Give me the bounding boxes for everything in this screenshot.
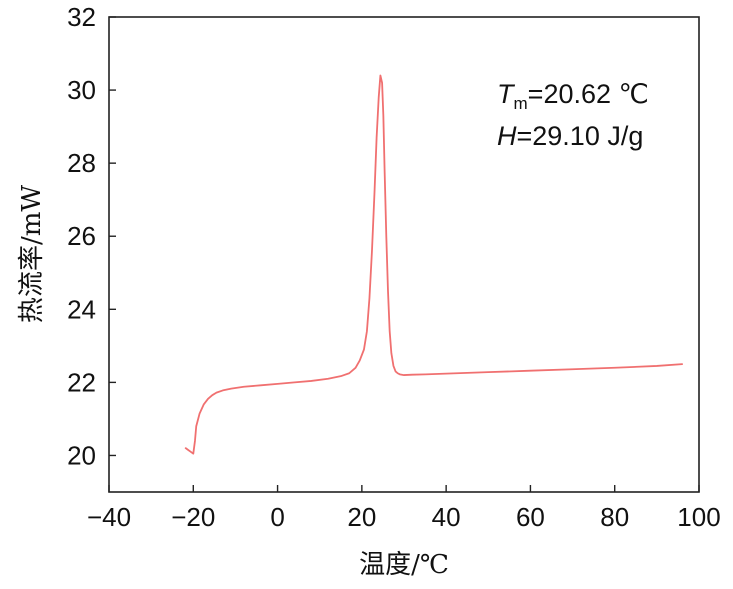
x-tick-label: −20 [171, 502, 215, 532]
y-tick-label: 30 [67, 75, 96, 105]
tm-value: =20.62 ℃ [528, 79, 649, 109]
heat-flow-curve [184, 74, 684, 455]
x-tick-label: 40 [432, 502, 461, 532]
h-annotation: H=29.10 J/g [497, 121, 643, 151]
x-tick-label: −40 [87, 502, 131, 532]
plot-frame [108, 16, 700, 493]
plot-border [108, 16, 700, 493]
y-tick-label: 32 [67, 2, 96, 32]
tm-subscript: m [514, 94, 528, 113]
annotations: Tm=20.62 ℃ H=29.10 J/g [497, 79, 649, 151]
x-axis: −40 −20 0 20 40 60 80 100 [87, 485, 721, 532]
x-tick-label: 20 [347, 502, 376, 532]
x-tick-label: 100 [677, 502, 720, 532]
series-layer [184, 74, 684, 455]
y-axis-title: 热流率/mW [17, 185, 47, 323]
y-tick-label: 22 [67, 367, 96, 397]
h-value: =29.10 J/g [517, 121, 644, 151]
x-tick-label: 0 [270, 502, 284, 532]
x-tick-label: 80 [600, 502, 629, 532]
y-tick-label: 26 [67, 221, 96, 251]
tm-symbol: T [497, 79, 516, 109]
h-symbol: H [497, 121, 517, 151]
y-axis: 20 22 24 26 28 30 32 [67, 2, 116, 470]
x-tick-label: 60 [516, 502, 545, 532]
y-tick-label: 24 [67, 294, 96, 324]
x-axis-title: 温度/℃ [359, 550, 449, 580]
tm-annotation: Tm=20.62 ℃ [497, 79, 649, 113]
y-tick-label: 28 [67, 148, 96, 178]
y-tick-label: 20 [67, 440, 96, 470]
